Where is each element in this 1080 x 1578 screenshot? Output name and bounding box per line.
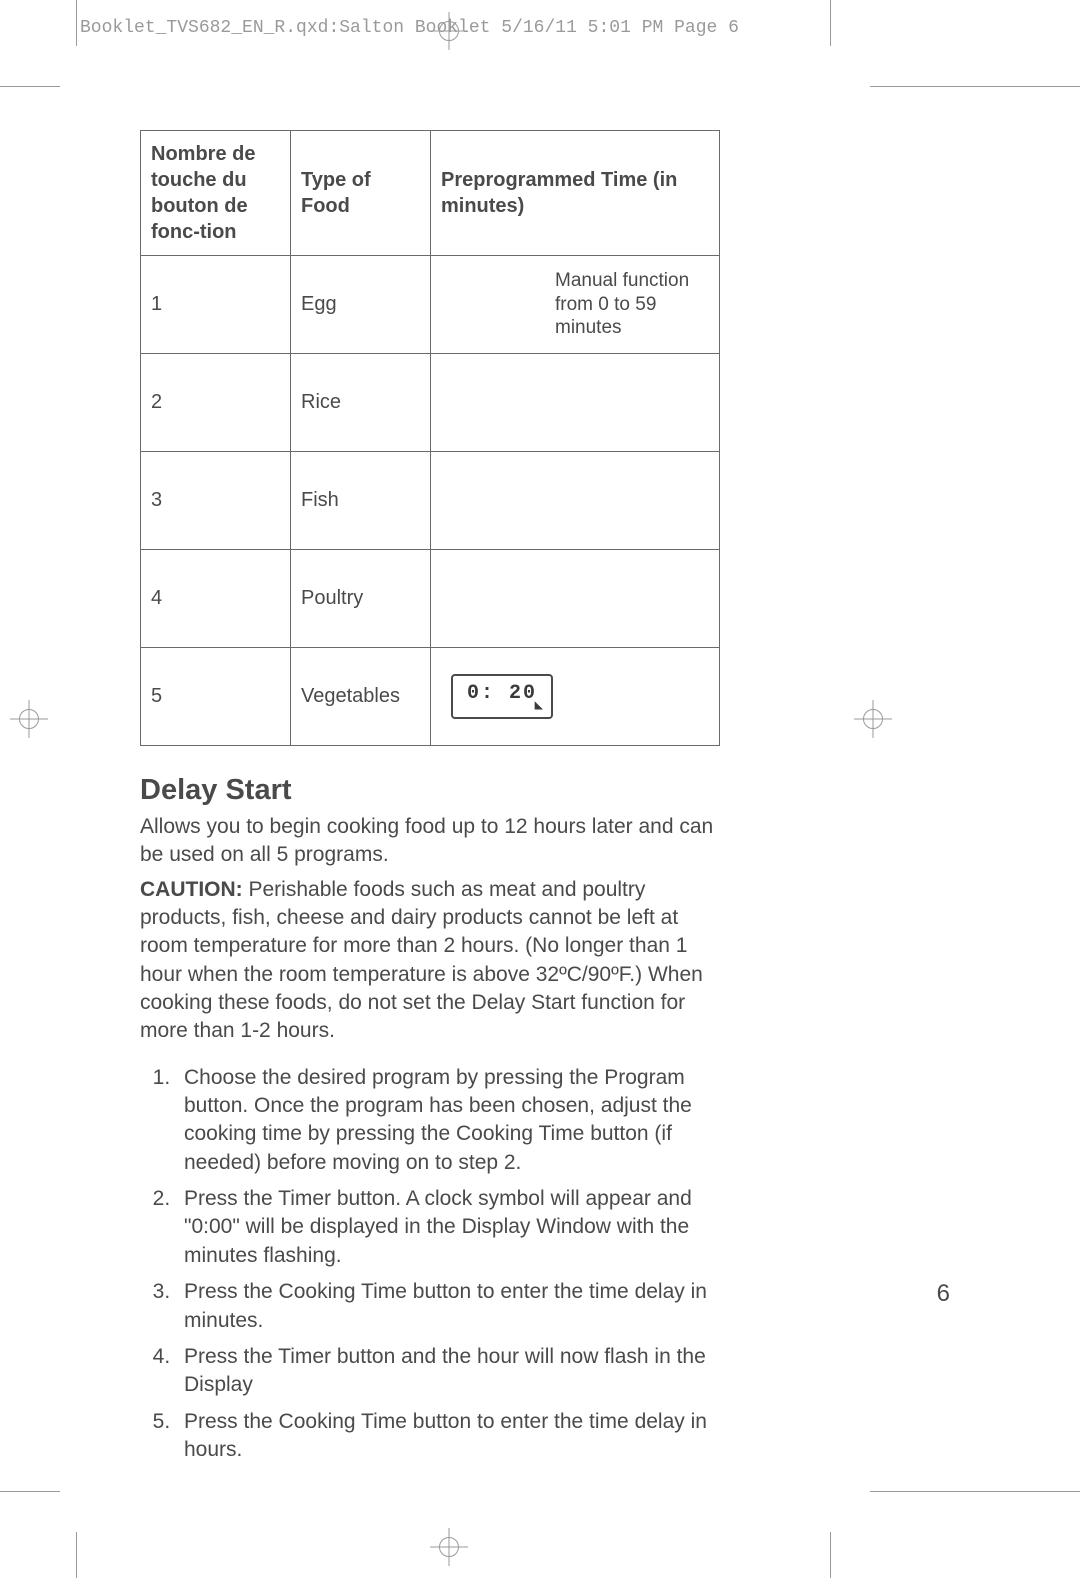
cell-num: 1 <box>141 256 291 354</box>
crop-mark <box>76 1532 77 1578</box>
list-item: Press the Cooking Time button to enter t… <box>176 1278 720 1335</box>
manual-note: Manual function from 0 to 59 minutes <box>555 269 705 340</box>
cell-food: Egg <box>291 256 431 354</box>
crop-mark <box>830 0 831 46</box>
cell-time <box>431 354 720 452</box>
list-item: Press the Timer button and the hour will… <box>176 1343 720 1400</box>
steps-list: Choose the desired program by pressing t… <box>140 1064 720 1464</box>
table-row: 1 Egg Manual function from 0 to 59 minut… <box>141 256 720 354</box>
registration-mark <box>854 700 892 738</box>
cell-food: Poultry <box>291 550 431 648</box>
page-number: 6 <box>937 1280 950 1308</box>
cell-time <box>431 550 720 648</box>
caution-label: CAUTION: <box>140 878 243 901</box>
cell-time: 0: 20 ◣ <box>431 648 720 746</box>
cell-num: 5 <box>141 648 291 746</box>
registration-mark <box>430 12 468 50</box>
crop-mark <box>830 1532 831 1578</box>
crop-mark <box>76 0 77 46</box>
list-item: Choose the desired program by pressing t… <box>176 1064 720 1177</box>
registration-mark <box>430 1528 468 1566</box>
crop-mark <box>0 86 60 87</box>
table-header-food: Type of Food <box>291 131 431 256</box>
registration-mark <box>10 700 48 738</box>
list-item: Press the Timer button. A clock symbol w… <box>176 1185 720 1270</box>
table-row: 2 Rice <box>141 354 720 452</box>
crop-mark <box>0 1491 60 1492</box>
cell-food: Rice <box>291 354 431 452</box>
cell-food: Fish <box>291 452 431 550</box>
print-slug-line: Booklet_TVS682_EN_R.qxd:Salton Booklet 5… <box>80 18 739 38</box>
cell-num: 2 <box>141 354 291 452</box>
crop-mark <box>870 86 1080 87</box>
intro-paragraph: Allows you to begin cooking food up to 1… <box>140 813 720 870</box>
caution-paragraph: CAUTION: Perishable foods such as meat a… <box>140 876 720 1046</box>
cell-time <box>431 452 720 550</box>
table-row: 3 Fish <box>141 452 720 550</box>
cell-num: 3 <box>141 452 291 550</box>
caution-text: Perishable foods such as meat and poultr… <box>140 878 703 1043</box>
cell-food: Vegetables <box>291 648 431 746</box>
cell-num: 4 <box>141 550 291 648</box>
table-row: 4 Poultry <box>141 550 720 648</box>
table-row: 5 Vegetables 0: 20 ◣ <box>141 648 720 746</box>
list-item: Press the Cooking Time button to enter t… <box>176 1408 720 1465</box>
lcd-glyph-icon: ◣ <box>535 697 545 714</box>
table-header-time: Preprogrammed Time (in minutes) <box>431 131 720 256</box>
table-header-touches: Nombre de touche du bouton de fonc-tion <box>141 131 291 256</box>
crop-mark <box>870 1491 1080 1492</box>
cell-time: Manual function from 0 to 59 minutes <box>431 256 720 354</box>
lcd-display: 0: 20 ◣ <box>451 674 553 719</box>
lcd-value: 0: 20 <box>467 682 537 705</box>
page-content: Nombre de touche du bouton de fonc-tion … <box>140 130 720 1472</box>
food-programs-table: Nombre de touche du bouton de fonc-tion … <box>140 130 720 746</box>
section-heading-delay-start: Delay Start <box>140 774 720 807</box>
